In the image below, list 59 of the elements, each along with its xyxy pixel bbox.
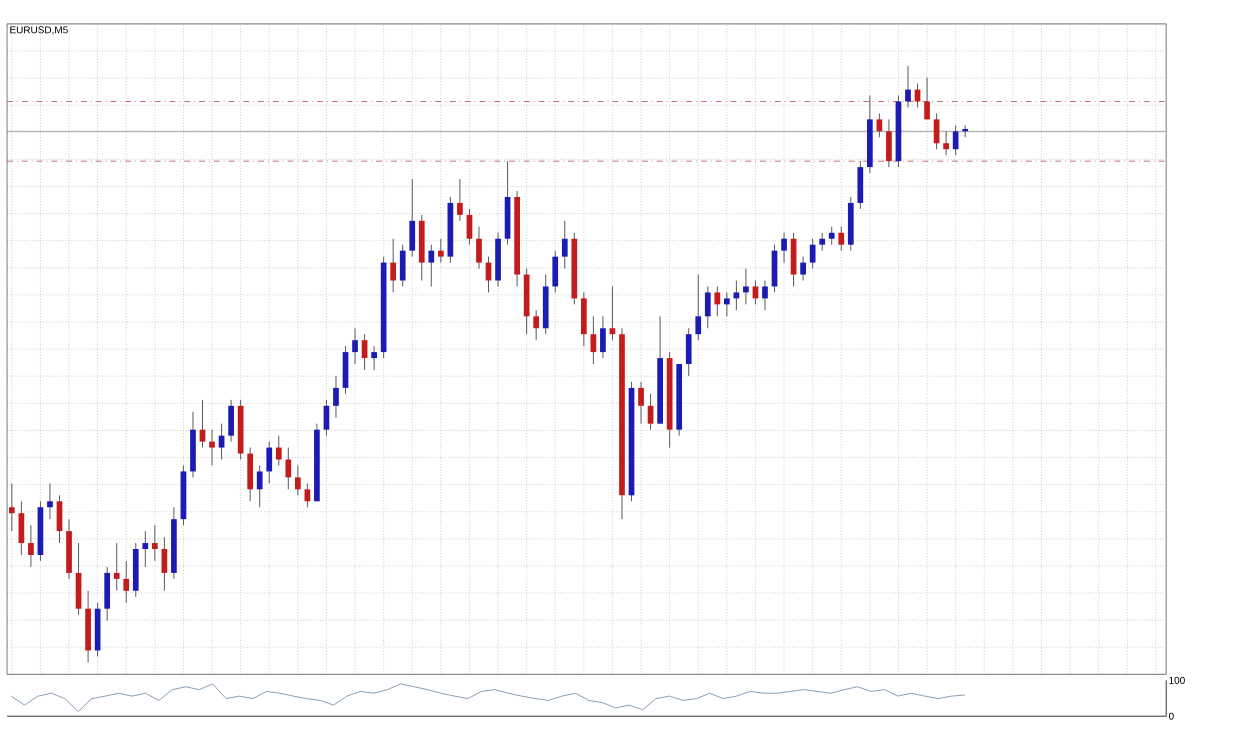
candlestick <box>104 566 111 622</box>
candlestick <box>476 226 482 269</box>
candlestick <box>47 482 53 520</box>
candlestick <box>685 327 692 377</box>
candlestick <box>638 381 644 425</box>
candlestick <box>580 291 587 347</box>
candlestick <box>123 560 130 604</box>
candlestick <box>85 590 91 663</box>
candlestick <box>809 238 816 269</box>
candlestick <box>952 124 959 156</box>
candlestick <box>352 327 358 365</box>
candlestick <box>857 160 864 210</box>
candlestick <box>457 178 463 222</box>
candlestick <box>66 518 72 580</box>
candlestick <box>266 441 273 484</box>
candlestick <box>561 220 568 269</box>
candlestick <box>142 530 149 568</box>
candlestick <box>428 244 435 287</box>
candlestick <box>533 309 540 341</box>
candlestick <box>399 244 406 287</box>
candlestick <box>943 130 949 156</box>
candlestick <box>600 315 606 359</box>
candlestick <box>209 429 215 466</box>
candlestick <box>866 94 873 174</box>
candlestick <box>495 232 501 287</box>
candlestick <box>285 447 292 490</box>
candlestick <box>437 238 444 264</box>
candlestick <box>418 214 425 281</box>
candlestick <box>28 524 34 568</box>
candlestick <box>743 268 749 305</box>
candlestick <box>247 447 254 502</box>
candlestick <box>905 65 911 108</box>
candlestick <box>409 178 416 258</box>
candlestick <box>294 464 301 496</box>
candlestick <box>723 291 730 317</box>
candlestick <box>781 232 787 264</box>
candlestick <box>552 250 559 293</box>
candlestick <box>704 285 711 329</box>
candlestick <box>800 256 806 281</box>
candlestick <box>275 435 282 466</box>
candlestick <box>847 196 854 252</box>
candlestick <box>256 464 263 508</box>
candlestick <box>371 345 377 371</box>
candlestick <box>132 542 139 598</box>
candlestick <box>542 273 549 335</box>
candlestick <box>695 273 702 341</box>
candlestick <box>228 399 234 443</box>
candlestick <box>151 524 158 562</box>
candlestick <box>523 268 530 335</box>
candlestick <box>113 542 120 592</box>
candlestick <box>333 375 339 419</box>
candlestick <box>886 118 892 168</box>
candlestick <box>762 279 768 311</box>
candlestick <box>190 411 196 478</box>
candlestick <box>714 285 721 317</box>
candlestick <box>838 226 845 252</box>
candlestick <box>390 238 397 293</box>
candlestick <box>924 77 930 120</box>
line-series <box>10 683 966 712</box>
